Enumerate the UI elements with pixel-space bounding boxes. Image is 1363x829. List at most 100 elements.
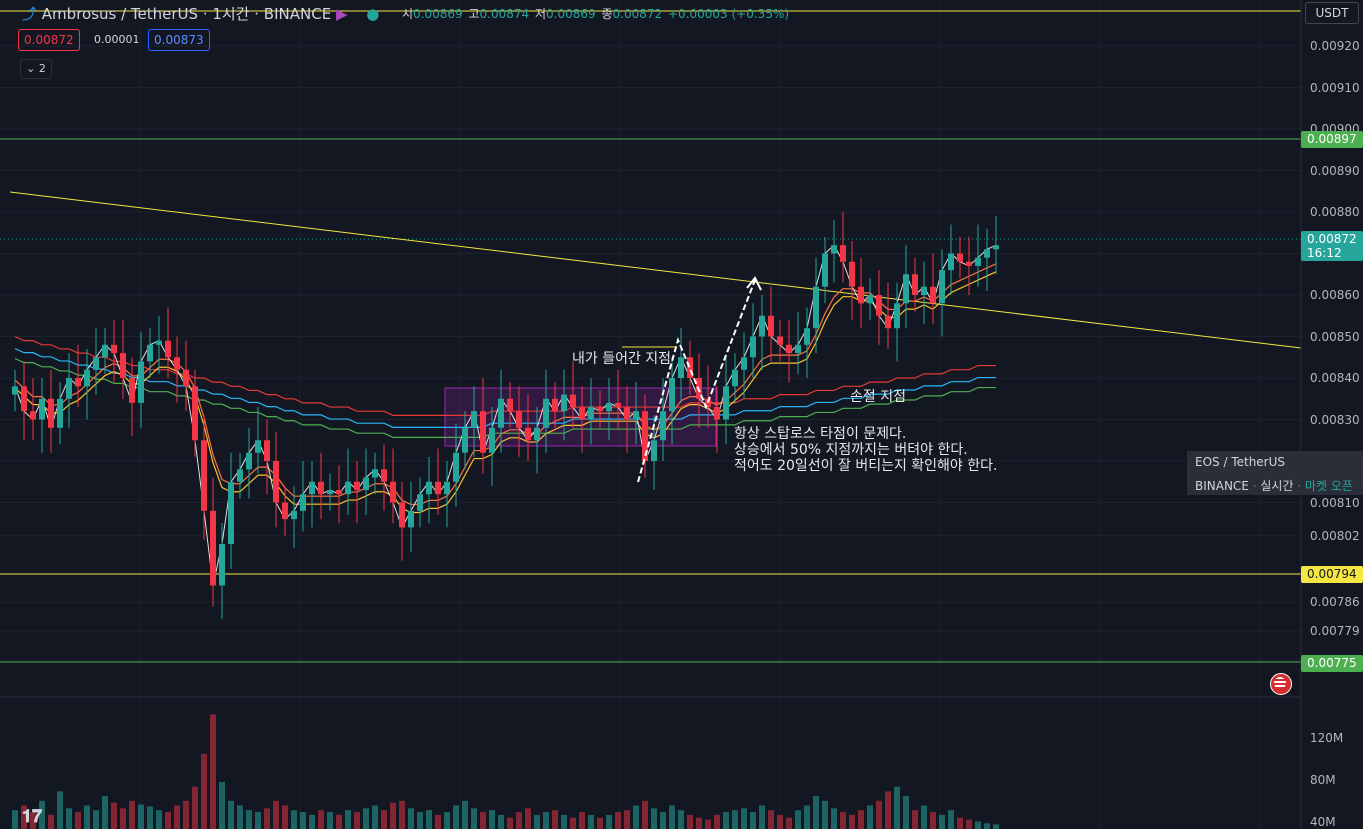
price-tick-label: 0.00860	[1310, 288, 1360, 302]
candle-body	[12, 386, 18, 395]
candle-body	[525, 427, 531, 441]
candle-body	[714, 407, 720, 420]
volume-bar	[750, 812, 756, 829]
volume-bar	[894, 786, 900, 829]
candle-body	[750, 336, 756, 358]
candle-body	[579, 407, 585, 420]
candle-body	[39, 398, 45, 420]
price-tick-label: 0.00840	[1310, 371, 1360, 385]
candle-body	[219, 544, 225, 586]
candle-body	[732, 369, 738, 387]
tradingview-logo[interactable]: 𝟏𝟕	[22, 806, 43, 827]
candle-countdown: 16:12	[1307, 246, 1342, 260]
candle-body	[129, 378, 135, 403]
candle-body	[138, 361, 144, 403]
sell-button[interactable]: 0.00872	[18, 29, 80, 51]
candle-body	[246, 452, 252, 470]
price-tick-label: 0.00920	[1310, 39, 1360, 53]
candle-body	[516, 411, 522, 428]
volume-bar	[921, 805, 927, 829]
indicator-count: 2	[38, 62, 46, 75]
candle-body	[336, 490, 342, 495]
candle-body	[255, 440, 261, 453]
candle-body	[372, 469, 378, 478]
volume-bar	[21, 805, 27, 829]
volume-bar	[138, 804, 144, 829]
watch-panel[interactable]: EOS / TetherUS BINANCE · 실시간 · 마켓 오픈	[1187, 451, 1363, 495]
volume-bar	[534, 814, 540, 829]
candle-body	[759, 315, 765, 337]
comment-annotation[interactable]: 항상 스탑로스 타점이 문제다. 상승에서 50% 지점까지는 버텨야 한다. …	[734, 426, 997, 474]
volume-bar	[93, 810, 99, 829]
volume-bar	[876, 800, 882, 829]
volume-bar	[777, 814, 783, 829]
candle-body	[777, 336, 783, 345]
candle-body	[282, 502, 288, 520]
candle-body	[921, 286, 927, 295]
candle-body	[84, 369, 90, 387]
volume-bar	[732, 810, 738, 829]
candle-body	[975, 257, 981, 266]
volume-bar	[399, 800, 405, 829]
candle-body	[444, 481, 450, 495]
stop-annotation[interactable]: 손절 지점	[850, 389, 906, 405]
candle-body	[534, 427, 540, 441]
candle-body	[804, 328, 810, 345]
candle-body	[840, 245, 846, 262]
candle-body	[993, 245, 999, 250]
volume-bar	[246, 810, 252, 829]
entry-annotation[interactable]: 내가 들어간 지점	[572, 351, 672, 367]
volume-bar	[273, 800, 279, 829]
candle-body	[597, 407, 603, 412]
volume-bar	[66, 808, 72, 829]
volume-bar	[57, 791, 63, 829]
volume-bar	[345, 810, 351, 829]
us-flag-icon[interactable]	[1270, 673, 1292, 695]
candle-body	[867, 295, 873, 304]
candle-body	[876, 295, 882, 316]
ma-blue	[14, 347, 996, 428]
volume-bar	[660, 812, 666, 829]
volume-bar	[759, 805, 765, 829]
volume-bar	[714, 814, 720, 829]
open-label: 시	[402, 7, 414, 21]
volume-bar	[210, 714, 216, 829]
volume-bar	[327, 812, 333, 829]
candle-body	[345, 481, 351, 495]
candle-body	[651, 440, 657, 461]
currency-selector[interactable]: USDT	[1305, 2, 1359, 24]
indicator-collapse-button[interactable]: ⌄ 2	[20, 59, 52, 79]
volume-bar	[48, 814, 54, 829]
close-label: 종	[601, 7, 613, 21]
candle-body	[30, 411, 36, 420]
volume-bar	[147, 806, 153, 829]
volume-bar	[651, 808, 657, 829]
candle-body	[813, 286, 819, 329]
candle-body	[93, 357, 99, 370]
arrow-logo-icon: ⤴	[22, 5, 38, 23]
candle-body	[957, 253, 963, 262]
candle-body	[399, 502, 405, 528]
descending-trendline	[9, 191, 1302, 349]
volume-bar	[471, 808, 477, 829]
chart-grid	[0, 0, 1301, 829]
flag-icon[interactable]: ▶	[335, 5, 348, 23]
candle-body	[327, 490, 333, 495]
volume-bar	[264, 808, 270, 829]
volume-bar	[444, 812, 450, 829]
volume-bar	[201, 753, 207, 829]
volume-bar	[849, 814, 855, 829]
candle-body	[435, 481, 441, 495]
candle-body	[786, 344, 792, 354]
volume-bar	[912, 810, 918, 829]
symbol-title[interactable]: ⤴ Ambrosus / TetherUS · 1시간 · BINANCE ▶ …	[22, 3, 379, 24]
volume-bar	[120, 808, 126, 829]
volume-bar	[390, 802, 396, 829]
change-value: +0.00003 (+0.35%)	[668, 7, 790, 21]
volume-bar	[498, 814, 504, 829]
buy-button[interactable]: 0.00873	[148, 29, 210, 51]
lower-green-tag: 0.00775	[1301, 655, 1363, 672]
candle-body	[849, 261, 855, 287]
candle-body	[498, 398, 504, 428]
